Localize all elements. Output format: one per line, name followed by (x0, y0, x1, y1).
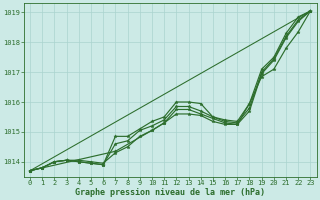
X-axis label: Graphe pression niveau de la mer (hPa): Graphe pression niveau de la mer (hPa) (75, 188, 265, 197)
